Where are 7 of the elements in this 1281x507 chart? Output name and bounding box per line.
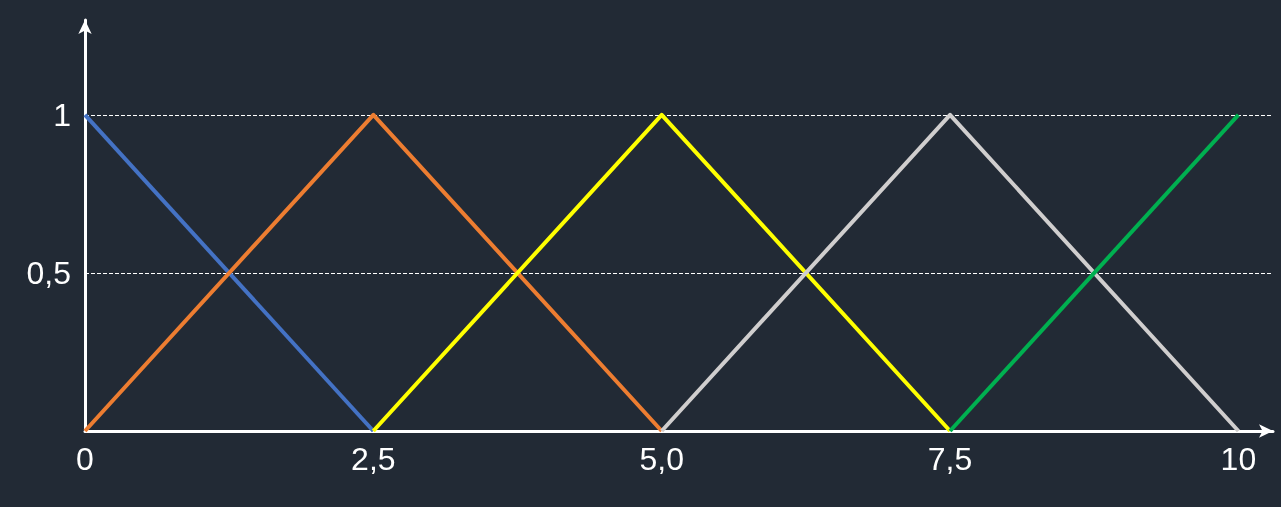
y-tick-label: 0,5 xyxy=(26,254,71,291)
y-tick-label: 1 xyxy=(53,96,71,133)
x-tick-label: 10 xyxy=(1220,441,1257,477)
x-tick-label: 0 xyxy=(76,441,94,477)
x-tick-label: 5,0 xyxy=(639,441,684,477)
x-tick-label: 7,5 xyxy=(927,441,973,477)
x-tick-label: 2,5 xyxy=(351,441,396,477)
